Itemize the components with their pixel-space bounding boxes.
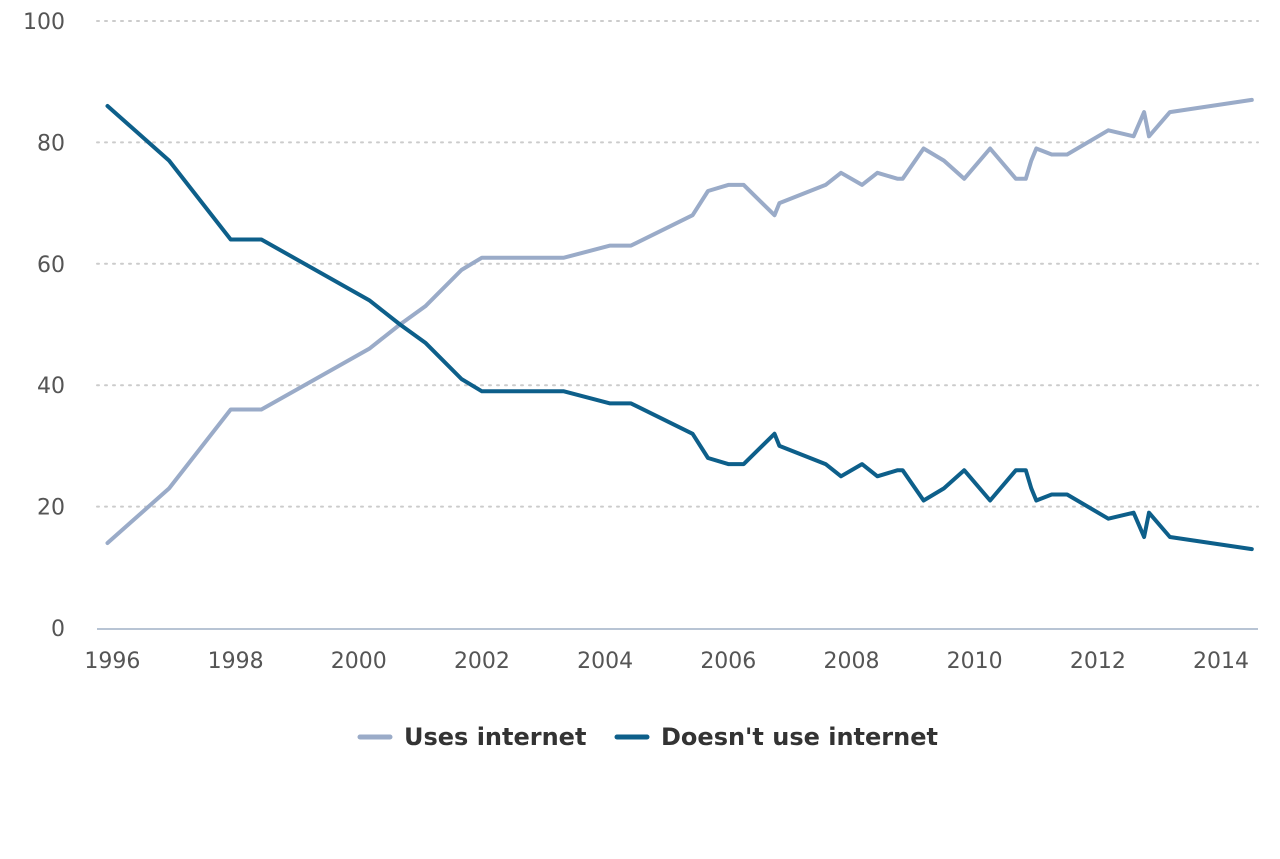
y-tick-label: 80 — [37, 131, 65, 156]
y-tick-label: 20 — [37, 496, 65, 521]
x-tick-label: 1998 — [208, 649, 264, 674]
series-lines — [105, 97, 1254, 552]
y-tick-label: 100 — [23, 10, 65, 35]
x-tick-label: 2012 — [1070, 649, 1126, 674]
legend-label: Uses internet — [404, 723, 586, 751]
series-line-doesnt-use-internet — [105, 104, 1254, 552]
x-tick-label: 2002 — [454, 649, 510, 674]
legend-label: Doesn't use internet — [661, 723, 938, 751]
x-tick-label: 2010 — [947, 649, 1003, 674]
y-tick-label: 60 — [37, 253, 65, 278]
y-tick-label: 40 — [37, 374, 65, 399]
x-tick-label: 2000 — [331, 649, 387, 674]
x-tick-label: 2004 — [577, 649, 633, 674]
x-tick-label: 1996 — [84, 649, 140, 674]
series-line-uses-internet — [105, 97, 1254, 545]
x-tick-label: 2008 — [823, 649, 879, 674]
x-tick-label: 2006 — [700, 649, 756, 674]
axes: 0 20 40 60 80 100 1996 1998 2000 2002 2004 2006 2008… — [23, 10, 1258, 674]
gridlines — [96, 20, 1259, 508]
legend: Uses internet Doesn't use internet — [357, 723, 938, 751]
y-tick-label: 0 — [51, 617, 65, 642]
x-tick-label: 2014 — [1193, 649, 1249, 674]
